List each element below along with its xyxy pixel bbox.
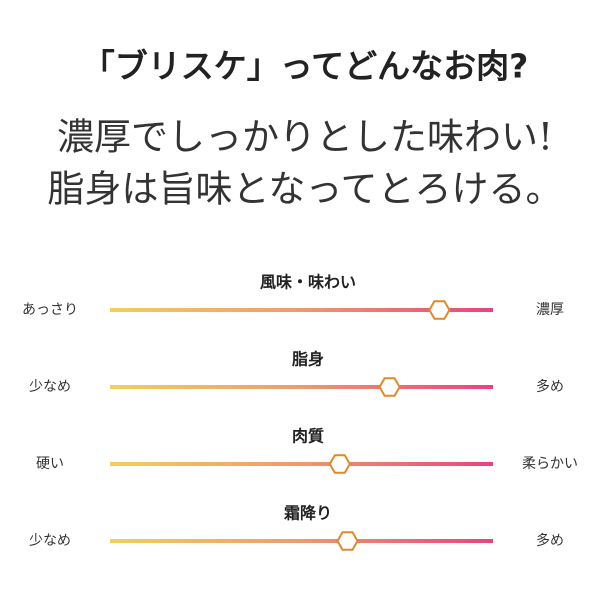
slider-handle: [336, 531, 359, 551]
track: [110, 308, 493, 312]
right-label: 多め: [536, 378, 564, 395]
left-label: 少なめ: [29, 533, 71, 549]
slider-handle: [328, 454, 351, 474]
title: 「ブリスケ」ってどんなお肉?: [82, 47, 529, 86]
left-label: あっさり: [22, 302, 78, 318]
track: [110, 385, 493, 389]
slider-label: 風味・味わい: [260, 273, 356, 292]
subtitle-line: 脂身は旨味となってとろける。: [47, 168, 562, 211]
right-label: 柔らかい: [522, 456, 578, 472]
slider-label: 脂身: [292, 350, 324, 369]
left-label: 硬い: [36, 456, 64, 472]
track: [110, 462, 493, 466]
track: [110, 539, 493, 543]
right-label: 濃厚: [536, 302, 564, 318]
subtitle-line: 濃厚でしっかりとした味わい!: [57, 116, 553, 159]
right-label: 多め: [536, 532, 564, 549]
left-label: 少なめ: [29, 379, 71, 395]
slider-handle: [378, 377, 401, 397]
slider-handle: [428, 300, 451, 320]
slider-label: 霜降り: [283, 504, 332, 523]
slider-label: 肉質: [292, 427, 324, 446]
